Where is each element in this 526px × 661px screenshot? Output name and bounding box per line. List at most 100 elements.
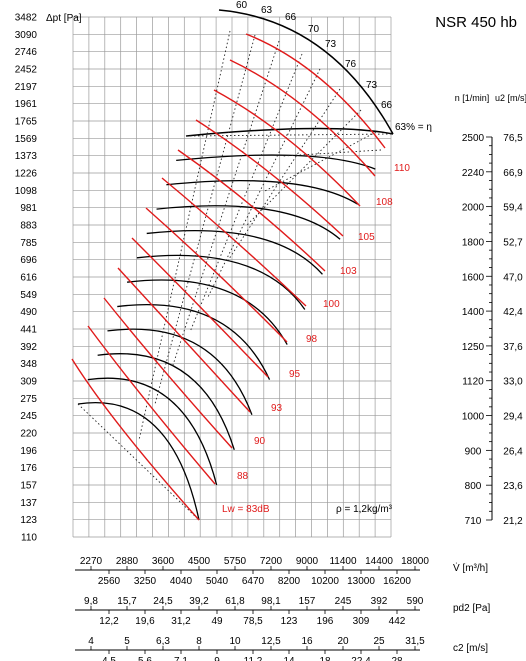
y-tick-label: 309 <box>20 377 37 388</box>
sound-curve <box>177 149 326 272</box>
y-tick-label: 176 <box>20 463 37 474</box>
speed-curve <box>185 127 394 137</box>
y-tick-label: 883 <box>20 221 37 232</box>
pd2-axis-label: pd2 [Pa] <box>453 603 490 614</box>
density-label: ρ = 1,2kg/m³ <box>336 504 393 515</box>
scale-tick-label-lower: 7,1 <box>174 656 188 661</box>
sound-label: 110 <box>394 163 410 174</box>
scale-tick-label-upper: 18000 <box>401 556 429 567</box>
sound-curve <box>161 177 307 307</box>
y-tick-label: 1569 <box>15 134 38 145</box>
scale-tick-label-upper: 6,3 <box>156 636 170 647</box>
sound-label: 105 <box>358 232 375 243</box>
efficiency-line <box>171 40 280 369</box>
y-tick-label: 3090 <box>15 30 38 41</box>
scale-tick-label-upper: 590 <box>407 596 424 607</box>
y-tick-label: 616 <box>20 273 37 284</box>
y-tick-label: 1961 <box>15 99 38 110</box>
scale-tick-label-upper: 25 <box>373 636 385 647</box>
sound-curve <box>145 207 288 343</box>
scale-tick-label-lower: 3250 <box>134 576 157 587</box>
scale-tick-label-upper: 20 <box>337 636 349 647</box>
y-tick-label: 441 <box>20 325 37 336</box>
sound-curves <box>71 33 386 521</box>
efficiency-label: 76 <box>345 59 357 70</box>
u2-tick-label: 37,6 <box>503 342 523 353</box>
bottom-scales: 2270 2880 3600 4500 5750 7200 9000 11400 14400 18… <box>75 556 429 661</box>
efficiency-line <box>245 109 362 227</box>
scale-tick-label-upper: 157 <box>299 596 316 607</box>
y-tick-label: 549 <box>20 290 37 301</box>
scale-tick-label-upper: 4500 <box>188 556 211 567</box>
sound-curve <box>131 237 269 378</box>
efficiency-line <box>226 88 341 263</box>
scale-tick-label-lower: 12,2 <box>99 616 119 627</box>
speed-curve <box>97 353 235 451</box>
scale-tick-label-upper: 7200 <box>260 556 283 567</box>
y-tick-label: 981 <box>20 203 37 214</box>
y-tick-label: 696 <box>20 255 37 266</box>
sound-labels: 110 108 105 103 100 98 95 93 90 88 <box>237 163 410 482</box>
speed-curve <box>136 254 306 310</box>
n-tick-label: 1800 <box>462 237 485 248</box>
scale-tick-label-lower: 13000 <box>347 576 375 587</box>
scale-tick-label-lower: 16200 <box>383 576 411 587</box>
y-tick-label: 1373 <box>15 151 38 162</box>
efficiency-line <box>282 149 382 157</box>
scale-tick-label-upper: 39,2 <box>189 596 209 607</box>
scale-tick-label-lower: 10200 <box>311 576 339 587</box>
y-tick-label: 220 <box>20 429 37 440</box>
scale-tick-label-upper: 5750 <box>224 556 247 567</box>
n-tick-label: 2500 <box>462 133 485 144</box>
scale-tick-label-upper: 10 <box>229 636 241 647</box>
u2-tick-label: 59,4 <box>503 203 523 214</box>
y-tick-label: 348 <box>20 359 37 370</box>
y-tick-label: 2197 <box>15 82 38 93</box>
scale-tick-label-upper: 11400 <box>329 556 357 567</box>
scale-tick-label-upper: 15,7 <box>117 596 137 607</box>
speed-curve <box>127 279 288 345</box>
scale-tick-label-upper: 31,5 <box>405 636 425 647</box>
sound-curve <box>229 59 376 177</box>
u2-tick-label: 52,7 <box>503 237 523 248</box>
u2-tick-label: 23,6 <box>503 481 523 492</box>
scale-tick-label-lower: 11,2 <box>244 656 263 661</box>
sound-label: 103 <box>340 266 357 277</box>
sound-curve <box>213 89 361 207</box>
speed-scale: 2500 76,5 2240 66,9 2000 59,4 1800 52,7 1600 47,0… <box>462 133 523 527</box>
scale-tick-label-upper: 3600 <box>152 556 175 567</box>
scale-tick-label-lower: 31,2 <box>171 616 191 627</box>
n-tick-label: 1400 <box>462 307 485 318</box>
n-tick-label: 1250 <box>462 342 485 353</box>
sound-label: 108 <box>376 197 393 208</box>
u2-axis-label: u2 [m/s] <box>495 93 526 103</box>
scale-tick-label-lower: 4040 <box>170 576 193 587</box>
speed-curve <box>87 377 218 486</box>
scale-tick-label-lower: 78,5 <box>243 616 263 627</box>
sound-curve <box>71 358 200 521</box>
n-axis-label: n [1/min] <box>455 93 490 103</box>
speed-curve <box>146 229 323 275</box>
y-tick-label: 123 <box>20 515 37 526</box>
scale-tick-label-lower: 19,6 <box>135 616 155 627</box>
sound-curve <box>195 119 344 237</box>
scale-tick-label-lower: 6470 <box>242 576 265 587</box>
sound-label: 90 <box>254 436 266 447</box>
scale-tick-label-upper: 61,8 <box>225 596 245 607</box>
y-tick-label: 2452 <box>15 65 38 76</box>
y-tick-label: 2746 <box>15 47 38 58</box>
scale-tick-label-lower: 8200 <box>278 576 301 587</box>
efficiency-label: 73 <box>366 80 378 91</box>
n-tick-label: 1000 <box>462 412 485 423</box>
scale-tick-label-lower: 49 <box>211 616 223 627</box>
u2-tick-label: 66,9 <box>503 168 523 179</box>
y-tick-label: 137 <box>20 498 37 509</box>
scale-tick-label-lower: 5040 <box>206 576 229 587</box>
n-tick-label: 2000 <box>462 203 485 214</box>
y-tick-label: 1098 <box>15 186 38 197</box>
speed-curve <box>77 402 200 521</box>
efficiency-line <box>189 53 303 333</box>
scale-tick-label-upper: 9,8 <box>84 596 98 607</box>
sound-label: 100 <box>323 299 340 310</box>
